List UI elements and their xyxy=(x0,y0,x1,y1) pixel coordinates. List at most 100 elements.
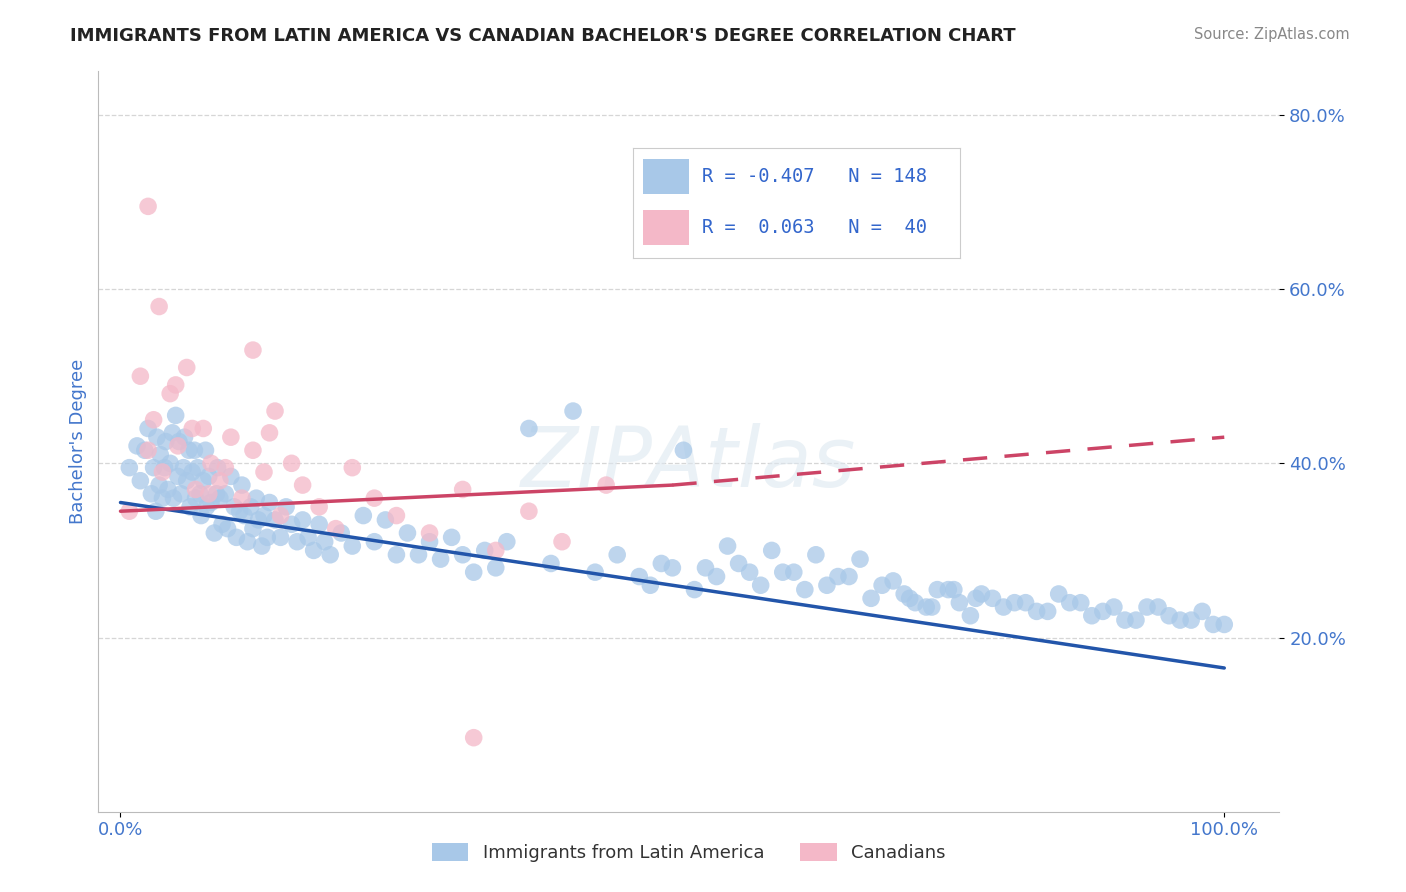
Text: ZIPAtlas: ZIPAtlas xyxy=(522,423,856,504)
Point xyxy=(239,500,262,514)
Point xyxy=(1047,587,1070,601)
Point xyxy=(772,565,794,579)
Point xyxy=(672,443,695,458)
Point xyxy=(190,508,212,523)
Point xyxy=(927,582,949,597)
Point xyxy=(167,439,190,453)
Point xyxy=(1180,613,1202,627)
Point xyxy=(181,465,204,479)
Point xyxy=(893,587,915,601)
Point xyxy=(142,460,165,475)
Point xyxy=(860,591,883,606)
Point xyxy=(291,478,314,492)
Point xyxy=(1136,600,1159,615)
Point xyxy=(231,491,253,505)
Point xyxy=(274,500,297,514)
Point xyxy=(695,561,717,575)
Point xyxy=(1213,617,1236,632)
Point xyxy=(716,539,738,553)
Point xyxy=(1157,608,1180,623)
Point xyxy=(396,526,419,541)
Point xyxy=(993,600,1015,615)
Point xyxy=(145,504,167,518)
Text: Source: ZipAtlas.com: Source: ZipAtlas.com xyxy=(1194,27,1350,42)
Point xyxy=(330,526,353,541)
Point xyxy=(242,343,264,357)
Point xyxy=(207,460,229,475)
Point xyxy=(177,443,200,458)
Point xyxy=(176,360,198,375)
Point xyxy=(1125,613,1147,627)
Point xyxy=(583,565,606,579)
Point xyxy=(1025,604,1047,618)
Point xyxy=(193,474,215,488)
Point xyxy=(280,456,302,470)
Point xyxy=(165,409,187,423)
Point xyxy=(153,460,176,475)
Point xyxy=(173,430,195,444)
Point xyxy=(188,487,211,501)
Point xyxy=(302,543,325,558)
Point xyxy=(250,539,273,553)
Point xyxy=(1202,617,1225,632)
Point xyxy=(898,591,921,606)
Point xyxy=(167,469,190,483)
Point xyxy=(236,534,259,549)
Point xyxy=(214,487,236,501)
Point xyxy=(595,478,617,492)
Point xyxy=(761,543,783,558)
Point xyxy=(200,456,222,470)
Point xyxy=(172,460,194,475)
Point xyxy=(208,474,231,488)
Point xyxy=(202,526,225,541)
Point xyxy=(551,534,574,549)
Point xyxy=(661,561,683,575)
Point xyxy=(146,430,169,444)
Point xyxy=(948,596,970,610)
Point xyxy=(749,578,772,592)
Point xyxy=(915,600,938,615)
Point xyxy=(225,530,247,544)
Point xyxy=(374,513,396,527)
Point xyxy=(245,491,267,505)
Point xyxy=(205,487,228,501)
Point xyxy=(141,487,163,501)
Point xyxy=(280,517,302,532)
Point xyxy=(1014,596,1036,610)
Point xyxy=(148,478,170,492)
Point xyxy=(942,582,965,597)
Point xyxy=(242,522,264,536)
Point xyxy=(152,491,174,505)
Point xyxy=(970,587,993,601)
Point xyxy=(827,569,849,583)
Point xyxy=(342,460,364,475)
Point xyxy=(965,591,987,606)
Point xyxy=(136,421,159,435)
Point xyxy=(270,508,292,523)
Point xyxy=(233,508,256,523)
Point xyxy=(1114,613,1136,627)
Point xyxy=(1191,604,1213,618)
Point xyxy=(1081,608,1104,623)
Point xyxy=(308,500,330,514)
Point xyxy=(118,460,141,475)
Point xyxy=(342,539,364,553)
Point xyxy=(495,534,517,549)
Point xyxy=(1004,596,1026,610)
Point xyxy=(308,517,330,532)
Point xyxy=(179,500,201,514)
Legend: Immigrants from Latin America, Canadians: Immigrants from Latin America, Canadians xyxy=(425,836,953,870)
Point xyxy=(211,517,233,532)
Point xyxy=(224,500,246,514)
Point xyxy=(429,552,451,566)
Point xyxy=(136,199,159,213)
Point xyxy=(219,430,242,444)
Point xyxy=(149,448,172,462)
Point xyxy=(451,483,474,497)
Point xyxy=(921,600,943,615)
Point xyxy=(738,565,761,579)
Point xyxy=(517,504,540,518)
Point xyxy=(228,504,250,518)
Point xyxy=(167,434,190,449)
Point xyxy=(159,386,181,401)
